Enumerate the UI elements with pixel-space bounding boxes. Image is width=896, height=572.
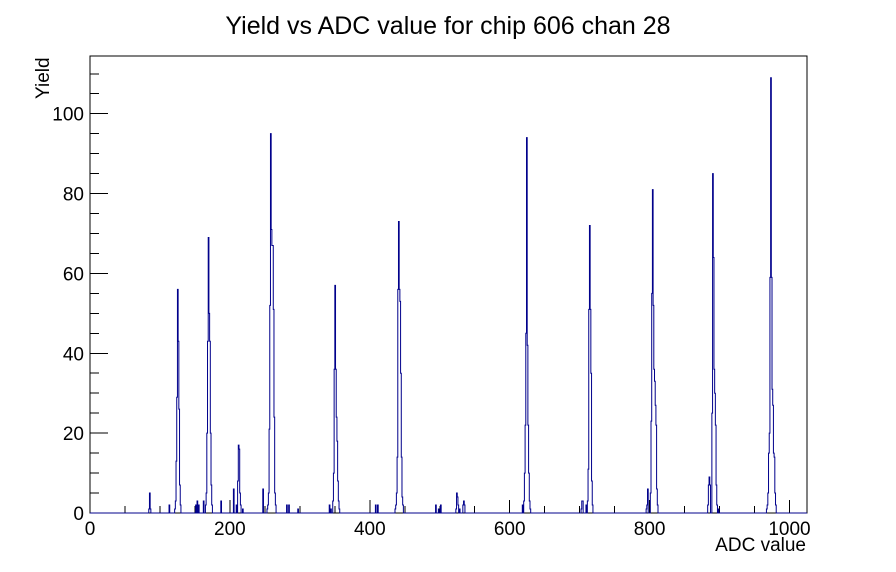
y-tick-label: 0 — [73, 504, 84, 525]
x-axis-ticks — [89, 500, 791, 513]
y-tick-label: 60 — [63, 264, 84, 285]
y-axis-ticks — [90, 73, 108, 514]
plot-frame — [89, 55, 808, 514]
x-tick-label: 1000 — [768, 519, 810, 540]
y-tick-label: 20 — [63, 424, 84, 445]
x-tick-label: 0 — [85, 519, 96, 540]
x-tick-label: 600 — [494, 519, 526, 540]
x-axis-title: ADC value — [715, 535, 806, 556]
x-tick-label: 400 — [354, 519, 386, 540]
x-axis-labels: 0 200 400 600 800 1000 — [85, 519, 811, 540]
y-tick-label: 80 — [63, 185, 84, 206]
x-tick-label: 200 — [214, 519, 246, 540]
y-axis-labels: 0 20 40 60 80 100 — [52, 105, 84, 525]
histogram-line — [90, 77, 807, 514]
y-axis-title: Yield — [33, 57, 54, 99]
chart-title: Yield vs ADC value for chip 606 chan 28 — [225, 12, 670, 40]
x-tick-label: 800 — [634, 519, 666, 540]
y-tick-label: 100 — [52, 105, 84, 126]
y-tick-label: 40 — [63, 344, 84, 365]
